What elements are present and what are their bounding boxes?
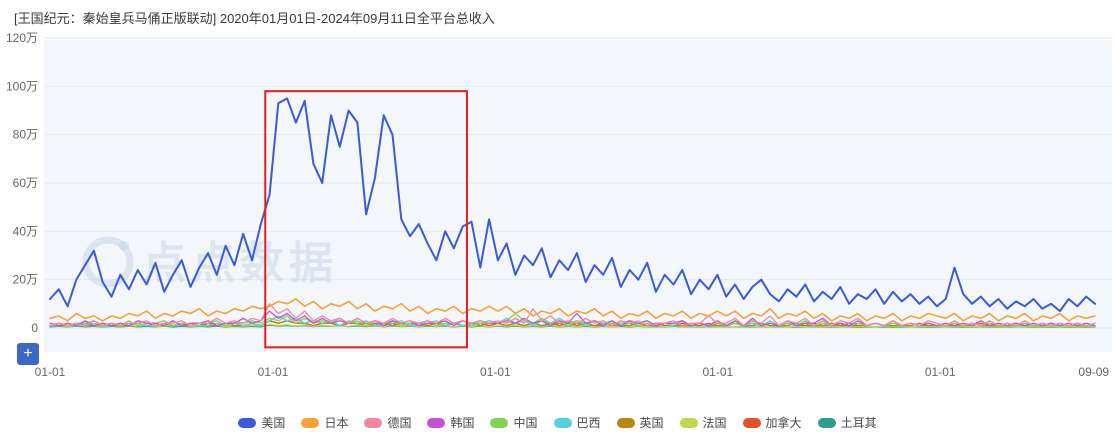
plot-area (44, 40, 1112, 352)
x-axis-label: 01-01 (258, 365, 289, 379)
legend-swatch-germany (364, 417, 383, 428)
y-axis-label: 40万 (13, 224, 38, 238)
legend-item-canada[interactable]: 加拿大 (742, 414, 802, 431)
legend-swatch-china (490, 417, 509, 428)
legend-item-brazil[interactable]: 巴西 (553, 414, 601, 431)
series-line-japan (49, 298, 1096, 322)
legend-label: 美国 (261, 416, 286, 430)
legend-label: 英国 (639, 416, 664, 430)
zoom-add-button[interactable]: + (17, 343, 39, 365)
y-axis-label: 20万 (13, 273, 38, 287)
x-axis-label: 01-01 (480, 365, 511, 379)
highlight-annotation-box (264, 90, 468, 349)
legend-swatch-brazil (553, 417, 572, 428)
chart-title: [王国纪元：秦始皇兵马俑正版联动] 2020年01月01日-2024年09月11… (14, 11, 495, 26)
legend-item-turkey[interactable]: 土耳其 (817, 414, 877, 431)
y-axis-label: 100万 (6, 79, 38, 93)
series-line-us (49, 97, 1096, 313)
legend-swatch-turkey (817, 417, 836, 428)
legend-item-korea[interactable]: 韩国 (427, 414, 474, 431)
y-axis-label: 80万 (13, 128, 38, 142)
legend-swatch-japan (301, 417, 320, 428)
legend-label: 法国 (702, 416, 727, 430)
series-line-germany (49, 303, 1096, 327)
legend-item-japan[interactable]: 日本 (301, 414, 348, 431)
x-axis-label: 01-01 (925, 365, 956, 379)
legend-item-france[interactable]: 法国 (679, 414, 727, 431)
legend-label: 加拿大 (765, 416, 802, 430)
revenue-line-chart[interactable]: 0 20万 40万 60万 80万 100万 120万 01-01 01-01 01-01 01-0… (0, 28, 1115, 403)
watermark-logo-dot-icon (119, 241, 129, 251)
legend-label: 德国 (387, 416, 412, 430)
legend-label: 巴西 (576, 416, 601, 430)
watermark-text: 点点数据 (142, 239, 338, 288)
y-axis-label: 60万 (13, 176, 38, 190)
legend-label: 中国 (513, 416, 538, 430)
legend-label: 日本 (324, 416, 349, 430)
y-axis-label: 0 (31, 321, 38, 335)
legend-swatch-uk (616, 417, 635, 428)
legend-swatch-canada (742, 417, 761, 428)
y-axis-label: 120万 (6, 31, 38, 45)
x-axis-label: 01-01 (35, 365, 66, 379)
legend-item-uk[interactable]: 英国 (616, 414, 664, 431)
legend-swatch-france (679, 417, 698, 428)
legend-label: 韩国 (450, 416, 475, 430)
legend-item-germany[interactable]: 德国 (364, 414, 411, 431)
legend-label: 土耳其 (840, 416, 877, 430)
x-axis-label: 01-01 (703, 365, 734, 379)
x-axis-label: 09-09 (1078, 365, 1109, 379)
chart-legend: 美国 日本 德国 韩国 中国 巴西 英国 法国 加拿大 土耳其 (0, 414, 1115, 431)
series-line-france (49, 323, 1096, 328)
legend-swatch-us (238, 417, 257, 428)
legend-swatch-korea (427, 417, 446, 428)
legend-item-us[interactable]: 美国 (238, 414, 285, 431)
legend-item-china[interactable]: 中国 (490, 414, 538, 431)
